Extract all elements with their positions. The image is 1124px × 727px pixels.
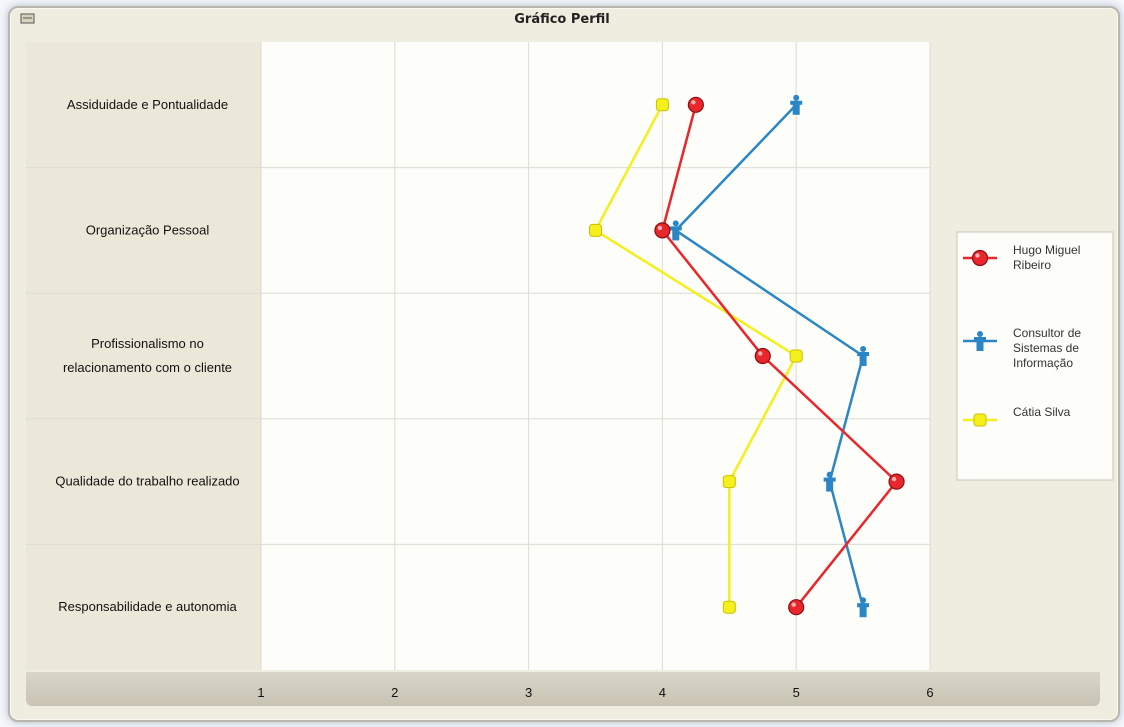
plot-area [261, 42, 930, 670]
legend-label: Hugo Miguel [1013, 243, 1080, 257]
x-tick-label: 2 [391, 685, 398, 700]
x-tick-label: 6 [926, 685, 933, 700]
series-point [888, 473, 905, 490]
series-point-head [793, 94, 800, 101]
series-point-head [860, 346, 867, 352]
series-point [687, 96, 704, 113]
series-point [859, 352, 867, 366]
category-label: Responsabilidade e autonomia [58, 599, 237, 614]
legend-box [956, 231, 1114, 481]
legend-label: Cátia Silva [1013, 405, 1071, 419]
series-point-head [826, 471, 833, 478]
series-point-head [860, 597, 867, 604]
x-tick-label: 5 [793, 685, 800, 700]
series-point [655, 98, 669, 112]
series-point [973, 413, 987, 427]
legend-label: Ribeiro [1013, 258, 1051, 272]
x-axis-bar [26, 672, 1100, 706]
series-point [654, 222, 671, 239]
series-point [722, 600, 736, 614]
legend-label: Consultor de [1013, 326, 1081, 340]
series-point-head [977, 331, 983, 337]
x-tick-label: 1 [257, 685, 264, 700]
series-point [754, 347, 771, 365]
series-point [789, 349, 803, 363]
legend-label: Informação [1013, 356, 1073, 370]
series-point [826, 477, 834, 492]
chart-title: Gráfico Perfil [514, 12, 610, 27]
series-point-head [672, 220, 679, 227]
series-point-highlight [975, 253, 980, 258]
series-point [589, 223, 602, 237]
category-label: Organização Pessoal [86, 222, 210, 237]
series-point [792, 100, 800, 115]
series-point [971, 249, 989, 267]
category-label: Qualidade do trabalho realizado [55, 474, 239, 489]
series-point-highlight [791, 602, 796, 607]
series-point [672, 226, 680, 241]
series-point-highlight [657, 225, 663, 231]
x-tick-label: 3 [525, 685, 532, 700]
legend-label: Sistemas de [1013, 341, 1079, 355]
x-tick-label: 4 [659, 685, 666, 700]
series-point-highlight [891, 476, 897, 482]
category-label: Assiduidade e Pontualidade [67, 97, 228, 112]
series-point [788, 599, 805, 616]
series-point [976, 337, 984, 351]
chart-window-icon [20, 13, 35, 24]
category-label: Profissionalismo no relacionamento com o … [63, 336, 232, 375]
category-panel [26, 42, 261, 670]
series-point-highlight [758, 351, 763, 356]
series-point [722, 475, 736, 489]
series-point-highlight [691, 100, 696, 105]
series-point [859, 603, 867, 618]
